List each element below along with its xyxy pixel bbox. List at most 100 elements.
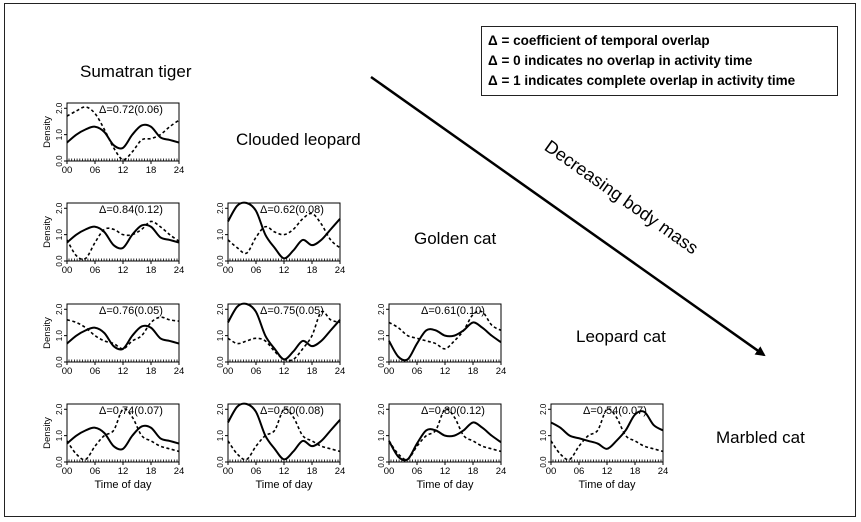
y-tick-label: 2.0 — [377, 403, 386, 415]
x-tick-label: 06 — [251, 466, 262, 477]
y-tick-label: 2.0 — [216, 202, 225, 214]
x-tick-label: 24 — [335, 466, 346, 477]
x-tick-label: 18 — [630, 466, 641, 477]
x-tick-label: 06 — [90, 165, 101, 176]
dashed-density-line — [227, 310, 341, 362]
x-tick-label: 18 — [307, 366, 318, 377]
y-axis-label: Density — [42, 216, 53, 248]
x-tick-label: 18 — [146, 366, 157, 377]
y-tick-label: 0.0 — [216, 356, 225, 368]
x-tick-label: 12 — [279, 265, 290, 276]
density-panel-10: 00 06 12 18 24 0.0 1.0 2.0 Time of day Δ=0.54(0.0… — [539, 403, 668, 491]
x-tick-label: 06 — [412, 466, 423, 477]
y-tick-label: 1.0 — [216, 430, 225, 442]
solid-density-line — [66, 223, 180, 250]
x-tick-label: 12 — [440, 366, 451, 377]
x-tick-label: 18 — [468, 466, 479, 477]
solid-density-line — [227, 201, 341, 260]
solid-density-line — [227, 402, 341, 461]
overlap-coefficient-label: Δ=0.74(0.07) — [99, 405, 163, 417]
x-tick-label: 06 — [251, 265, 262, 276]
x-tick-label: 00 — [62, 165, 73, 176]
y-tick-label: 0.0 — [216, 456, 225, 468]
solid-density-line — [66, 123, 180, 150]
density-panel-8: 00 06 12 18 24 0.0 1.0 2.0 Time of day Δ=0.50(0.0… — [216, 402, 346, 491]
y-tick-label: 0.0 — [216, 255, 225, 267]
x-tick-label: 18 — [468, 366, 479, 377]
density-panel-9: 00 06 12 18 24 0.0 1.0 2.0 Time of day Δ=0.80(0.1… — [377, 403, 506, 491]
y-tick-label: 1.0 — [216, 229, 225, 241]
y-tick-label: 0.0 — [55, 155, 64, 167]
dashed-density-line — [227, 212, 341, 255]
dashed-density-line — [66, 316, 180, 350]
x-axis-label: Time of day — [416, 479, 474, 491]
y-tick-label: 0.0 — [55, 456, 64, 468]
y-axis-label: Density — [42, 116, 53, 148]
x-tick-label: 00 — [223, 265, 234, 276]
x-tick-label: 12 — [118, 165, 129, 176]
species-label-clouded: Clouded leopard — [236, 130, 361, 149]
x-tick-label: 00 — [62, 366, 73, 377]
observation-rug — [68, 459, 178, 462]
y-tick-label: 0.0 — [377, 356, 386, 368]
overlap-coefficient-label: Δ=0.61(0.10) — [421, 305, 485, 317]
x-tick-label: 06 — [412, 366, 423, 377]
overlap-coefficient-label: Δ=0.80(0.12) — [421, 405, 485, 417]
x-tick-label: 18 — [307, 466, 318, 477]
y-tick-label: 1.0 — [216, 330, 225, 342]
solid-density-line — [66, 424, 180, 451]
y-tick-label: 2.0 — [55, 202, 64, 214]
species-label-marbled: Marbled cat — [716, 428, 805, 447]
y-tick-label: 0.0 — [539, 456, 548, 468]
y-tick-label: 1.0 — [377, 330, 386, 342]
x-tick-label: 12 — [118, 466, 129, 477]
x-tick-label: 06 — [90, 466, 101, 477]
solid-density-line — [550, 410, 664, 450]
observation-rug — [229, 459, 339, 462]
x-axis-label: Time of day — [578, 479, 636, 491]
x-tick-label: 24 — [496, 466, 507, 477]
x-tick-label: 12 — [602, 466, 613, 477]
y-tick-label: 1.0 — [377, 430, 386, 442]
x-tick-label: 24 — [658, 466, 669, 477]
observation-rug — [552, 459, 662, 462]
x-tick-label: 24 — [335, 366, 346, 377]
overlap-coefficient-label: Δ=0.84(0.12) — [99, 204, 163, 216]
x-tick-label: 12 — [279, 466, 290, 477]
x-tick-label: 24 — [174, 366, 185, 377]
observation-rug — [68, 258, 178, 261]
x-tick-label: 24 — [174, 265, 185, 276]
x-tick-label: 06 — [574, 466, 585, 477]
mass-arrow — [370, 75, 766, 357]
x-tick-label: 00 — [62, 466, 73, 477]
legend-box: Δ = coefficient of temporal overlap Δ = … — [481, 26, 838, 96]
x-tick-label: 06 — [90, 265, 101, 276]
x-tick-label: 00 — [223, 466, 234, 477]
y-tick-label: 2.0 — [55, 303, 64, 315]
y-tick-label: 1.0 — [55, 330, 64, 342]
x-tick-label: 24 — [174, 165, 185, 176]
x-tick-label: 24 — [496, 366, 507, 377]
species-label-leopard: Leopard cat — [576, 327, 666, 346]
y-tick-label: 2.0 — [539, 403, 548, 415]
x-tick-label: 00 — [384, 366, 395, 377]
observation-rug — [390, 359, 500, 362]
x-tick-label: 00 — [546, 466, 557, 477]
overlap-coefficient-label: Δ=0.62(0.08) — [260, 204, 324, 216]
overlap-coefficient-label: Δ=0.54(0.07) — [583, 405, 647, 417]
solid-density-line — [388, 421, 502, 462]
x-axis-label: Time of day — [94, 479, 152, 491]
species-label-golden: Golden cat — [414, 229, 497, 248]
density-panel-5: 00 06 12 18 24 0.0 1.0 2.0 Δ=0.75(0.05) — [216, 302, 346, 377]
x-tick-label: 06 — [90, 366, 101, 377]
x-tick-label: 00 — [223, 366, 234, 377]
solid-density-line — [227, 302, 341, 361]
density-panel-6: 00 06 12 18 24 0.0 1.0 2.0 Δ=0.61(0.10) — [377, 303, 506, 377]
figure-frame — [4, 3, 856, 517]
observation-rug — [229, 258, 339, 261]
x-tick-label: 12 — [440, 466, 451, 477]
